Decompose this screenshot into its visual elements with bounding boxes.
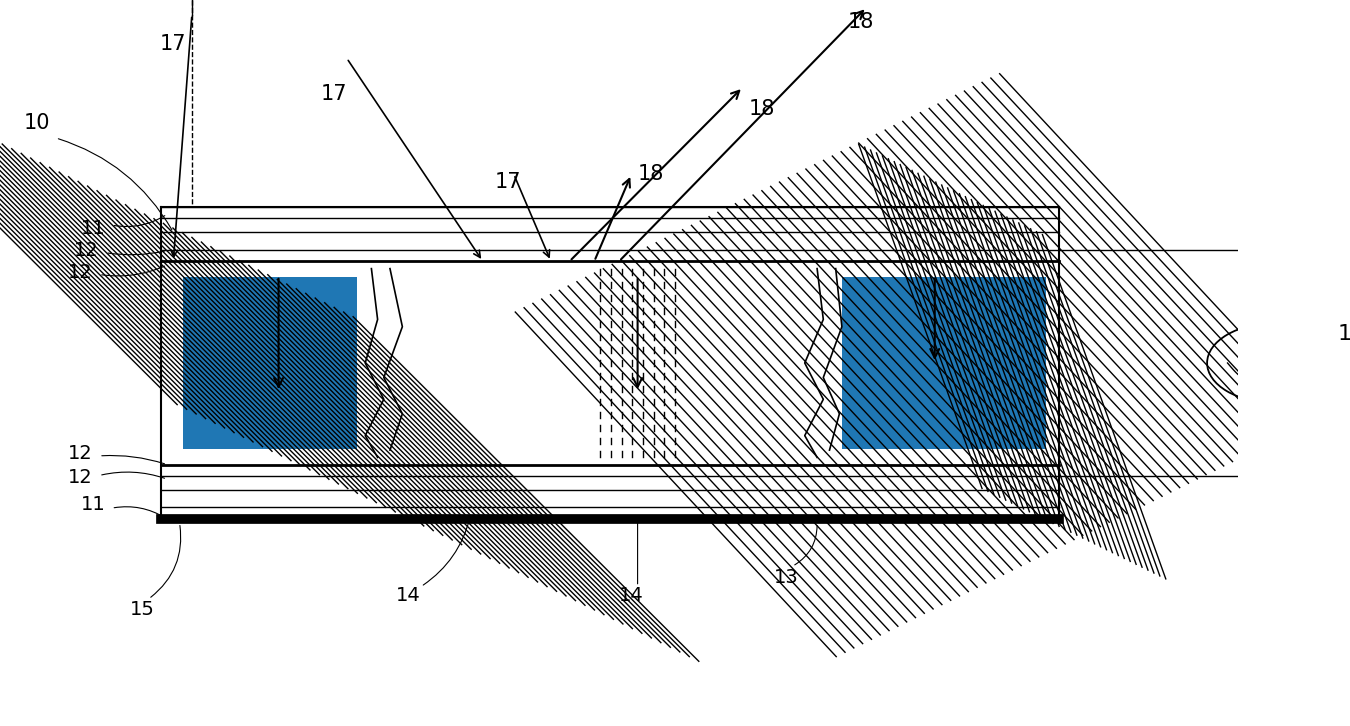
Text: 16: 16	[1336, 324, 1350, 344]
Text: 18: 18	[749, 99, 775, 119]
Bar	[184, 277, 356, 449]
Text: 15: 15	[130, 600, 155, 619]
Text: 12: 12	[68, 444, 93, 463]
Text: 17: 17	[161, 33, 186, 54]
Text: 13: 13	[774, 568, 799, 587]
Text: 10: 10	[24, 113, 50, 134]
Text: 14: 14	[396, 586, 421, 605]
Text: 18: 18	[637, 164, 664, 184]
Bar	[842, 277, 1003, 449]
Text: 12: 12	[68, 263, 93, 282]
Bar	[984, 277, 1046, 449]
Text: 17: 17	[321, 84, 347, 105]
Text: 18: 18	[848, 12, 875, 32]
Text: 12: 12	[68, 468, 93, 487]
Text: 11: 11	[81, 495, 105, 514]
Text: 11: 11	[81, 219, 105, 238]
Text: 14: 14	[620, 586, 644, 605]
Text: 17: 17	[494, 171, 521, 192]
Text: 12: 12	[74, 241, 99, 260]
